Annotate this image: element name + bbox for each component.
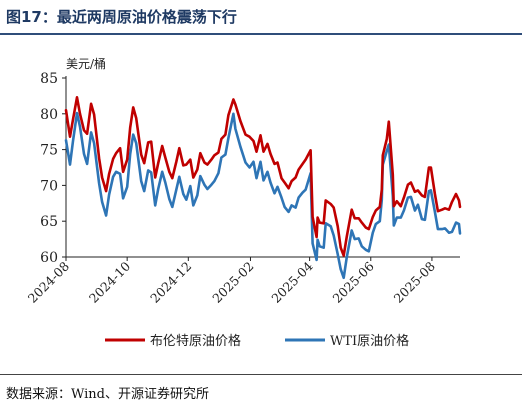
source-divider — [0, 374, 522, 375]
x-tick-label: 2024-10 — [86, 258, 133, 305]
legend-item-brent-label: 布伦特原油价格 — [150, 333, 241, 349]
x-tick-label: 2025-04 — [268, 258, 315, 305]
y-axis-label: 美元/桶 — [66, 56, 106, 71]
wti-price-line — [64, 111, 462, 280]
brent-price-line — [64, 96, 462, 257]
y-tick-label: 75 — [40, 143, 58, 159]
x-tick-label: 2025-02 — [209, 259, 256, 306]
y-axis: 60 65 70 75 80 85 — [40, 71, 67, 266]
x-axis: 2024-08 2024-10 2024-12 2025-02 2025-04 2025-… — [25, 256, 460, 306]
plot-area — [64, 96, 462, 280]
chart-title: 图17：最近两周原油价格震荡下行 — [6, 8, 237, 26]
figure-header: 图17：最近两周原油价格震荡下行 — [0, 0, 522, 35]
x-tick-label: 2025-08 — [391, 258, 438, 305]
x-tick-label: 2024-12 — [147, 259, 194, 306]
chart-legend: 布伦特原油价格 WTI原油价格 — [105, 333, 409, 349]
legend-item-wti-label: WTI原油价格 — [330, 333, 409, 349]
x-tick-label: 2025-06 — [330, 258, 377, 305]
y-tick-label: 70 — [40, 178, 58, 194]
y-tick-label: 80 — [40, 107, 58, 123]
y-tick-label: 85 — [40, 71, 58, 87]
title-divider — [0, 33, 522, 35]
y-tick-label: 65 — [40, 214, 58, 230]
source-note: 数据来源：Wind、开源证券研究所 — [6, 387, 209, 402]
y-tick-label: 60 — [40, 250, 58, 266]
